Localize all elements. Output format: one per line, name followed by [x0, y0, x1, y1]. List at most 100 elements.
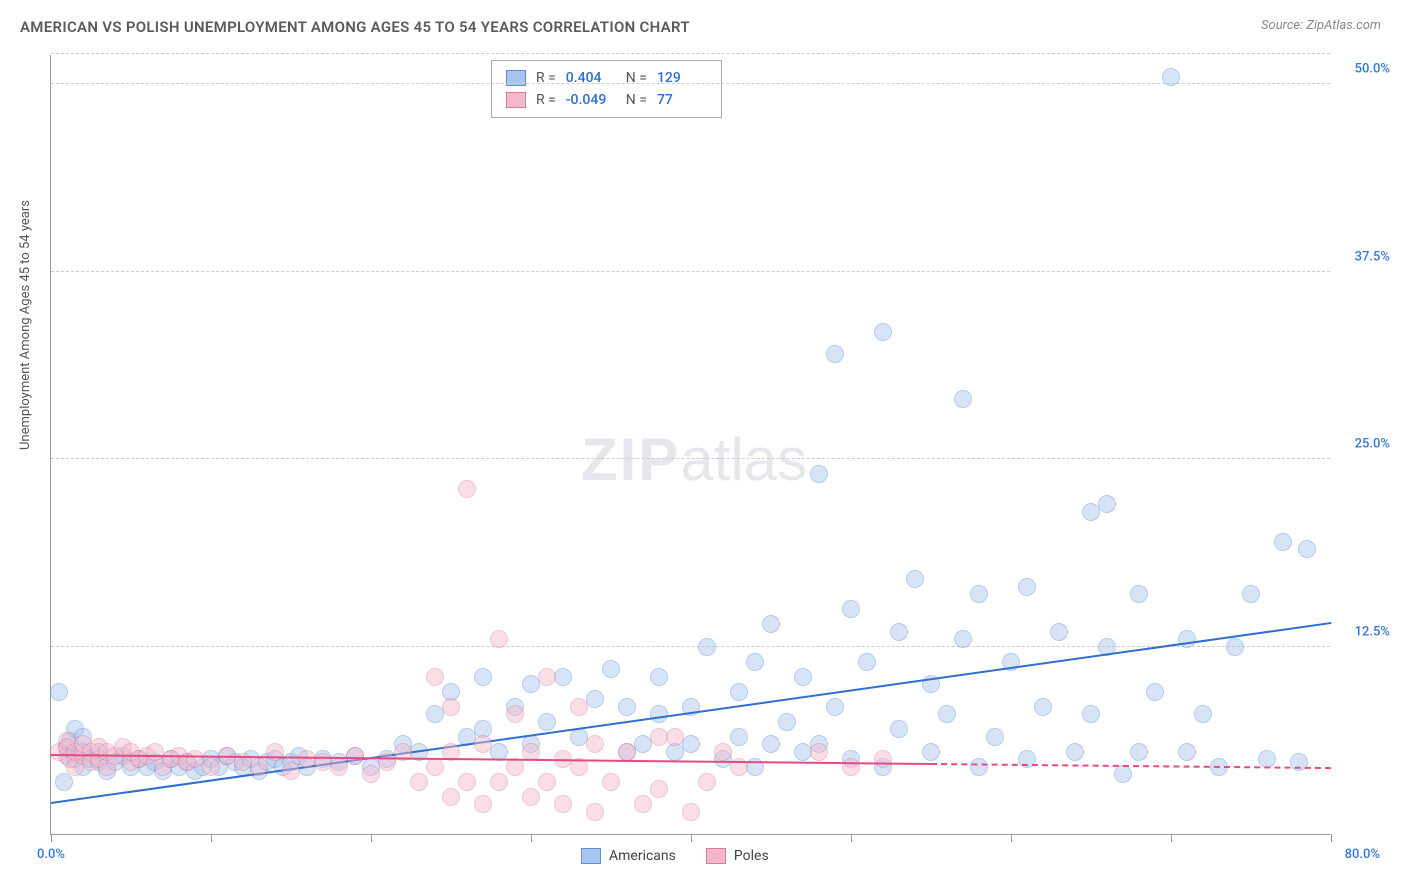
y-tick-label: 25.0%	[1355, 437, 1390, 452]
data-point	[50, 683, 68, 701]
data-point	[842, 600, 860, 618]
y-axis-label: Unemployment Among Ages 45 to 54 years	[18, 200, 33, 450]
data-point	[810, 465, 828, 483]
data-point	[586, 690, 604, 708]
scatter-plot-area: ZIPatlas R =0.404N =129R =-0.049N =77 Am…	[50, 55, 1330, 835]
data-point	[1034, 698, 1052, 716]
data-point	[1050, 623, 1068, 641]
y-tick-label: 37.5%	[1355, 249, 1390, 264]
data-point	[1298, 540, 1316, 558]
legend-swatch	[581, 848, 601, 864]
data-point	[1274, 533, 1292, 551]
data-point	[730, 728, 748, 746]
data-point	[586, 735, 604, 753]
x-tick	[531, 834, 532, 842]
data-point	[202, 758, 220, 776]
data-point	[330, 758, 348, 776]
data-point	[378, 753, 396, 771]
data-point	[602, 773, 620, 791]
data-point	[474, 795, 492, 813]
data-point	[714, 743, 732, 761]
data-point	[922, 743, 940, 761]
data-point	[698, 773, 716, 791]
data-point	[1146, 683, 1164, 701]
data-point	[1018, 578, 1036, 596]
data-point	[858, 653, 876, 671]
data-point	[554, 668, 572, 686]
data-point	[1114, 765, 1132, 783]
legend-label: Americans	[609, 848, 676, 864]
data-point	[474, 668, 492, 686]
data-point	[410, 773, 428, 791]
data-point	[970, 585, 988, 603]
data-point	[874, 750, 892, 768]
stats-row: R =0.404N =129	[506, 67, 707, 89]
source-attribution: Source: ZipAtlas.com	[1261, 18, 1381, 33]
data-point	[634, 795, 652, 813]
data-point	[1242, 585, 1260, 603]
data-point	[554, 795, 572, 813]
x-tick	[851, 834, 852, 842]
watermark: ZIPatlas	[581, 425, 807, 494]
x-min-label: 0.0%	[37, 847, 65, 862]
data-point	[826, 698, 844, 716]
x-tick	[51, 834, 52, 842]
data-point	[970, 758, 988, 776]
data-point	[362, 765, 380, 783]
data-point	[986, 728, 1004, 746]
data-point	[1082, 705, 1100, 723]
legend-item: Poles	[706, 848, 769, 864]
data-point	[618, 698, 636, 716]
data-point	[602, 660, 620, 678]
data-point	[762, 735, 780, 753]
x-tick	[1331, 834, 1332, 842]
gridline	[51, 83, 1330, 84]
data-point	[890, 720, 908, 738]
data-point	[666, 728, 684, 746]
data-point	[282, 762, 300, 780]
data-point	[586, 803, 604, 821]
correlation-stats-box: R =0.404N =129R =-0.049N =77	[491, 60, 722, 118]
x-tick	[1171, 834, 1172, 842]
data-point	[1130, 585, 1148, 603]
data-point	[1066, 743, 1084, 761]
data-point	[1258, 750, 1276, 768]
data-point	[426, 758, 444, 776]
data-point	[682, 735, 700, 753]
data-point	[506, 705, 524, 723]
data-point	[938, 705, 956, 723]
data-point	[426, 668, 444, 686]
gridline	[51, 271, 1330, 272]
x-tick	[1011, 834, 1012, 842]
legend-swatch	[506, 92, 526, 108]
data-point	[250, 758, 268, 776]
data-point	[538, 668, 556, 686]
y-tick-label: 12.5%	[1355, 624, 1390, 639]
chart-title: AMERICAN VS POLISH UNEMPLOYMENT AMONG AG…	[20, 18, 690, 36]
data-point	[698, 638, 716, 656]
data-point	[474, 735, 492, 753]
data-point	[746, 653, 764, 671]
data-point	[618, 743, 636, 761]
trend-line	[51, 622, 1331, 804]
y-tick-label: 50.0%	[1355, 62, 1390, 77]
data-point	[522, 788, 540, 806]
data-point	[874, 323, 892, 341]
data-point	[538, 773, 556, 791]
data-point	[1178, 743, 1196, 761]
data-point	[458, 480, 476, 498]
stats-row: R =-0.049N =77	[506, 89, 707, 111]
data-point	[650, 705, 668, 723]
data-point	[954, 390, 972, 408]
x-max-label: 80.0%	[1345, 847, 1380, 862]
data-point	[490, 630, 508, 648]
legend-label: Poles	[734, 848, 769, 864]
series-legend: Americans Poles	[581, 848, 769, 864]
x-tick	[371, 834, 372, 842]
data-point	[906, 570, 924, 588]
data-point	[650, 780, 668, 798]
gridline	[51, 646, 1330, 647]
data-point	[490, 773, 508, 791]
data-point	[442, 698, 460, 716]
data-point	[1178, 630, 1196, 648]
